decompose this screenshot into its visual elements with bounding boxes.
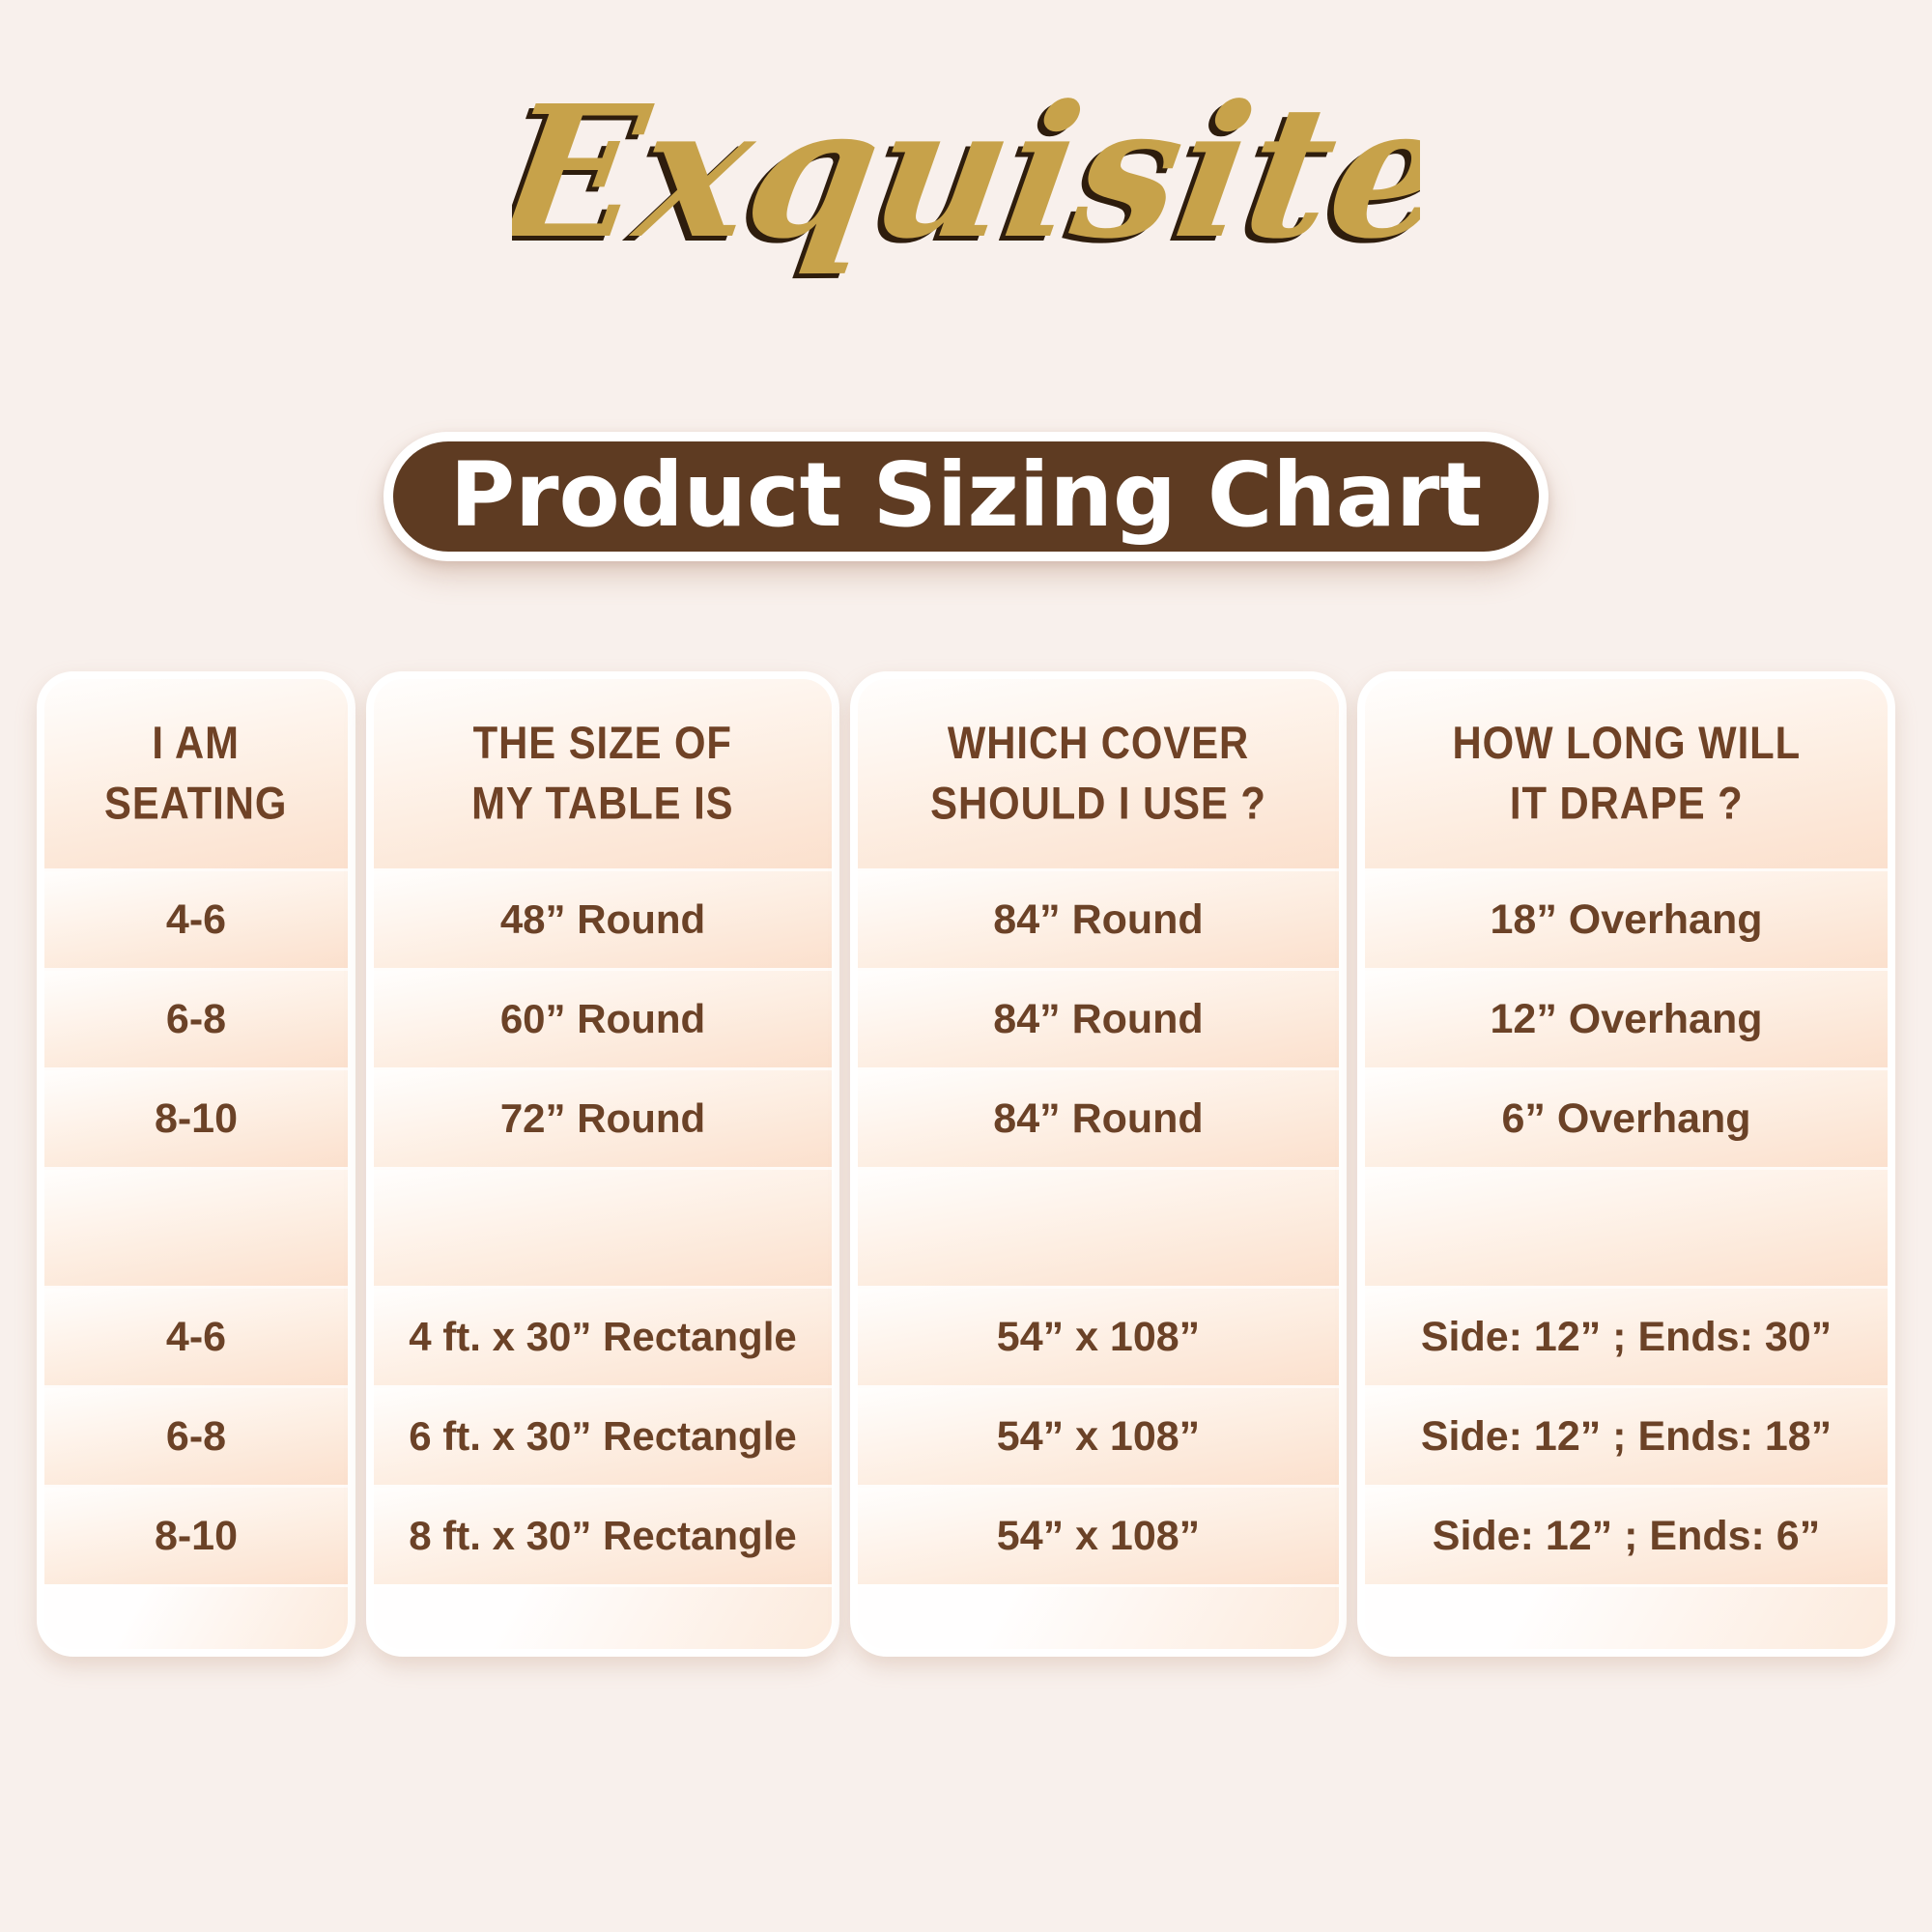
column-table-size: THE SIZE OF MY TABLE IS 48” Round 60” Ro… [366, 671, 839, 1657]
cell-label: 84” Round [993, 995, 1204, 1042]
cell-label: 4-6 [165, 1313, 227, 1360]
cell-cover-row5: 54” x 108” [858, 1385, 1339, 1485]
cell-drape-row4: Side: 12” ; Ends: 30” [1365, 1286, 1888, 1385]
cell-label: 54” x 108” [996, 1313, 1201, 1360]
cell-label: 12” Overhang [1490, 995, 1763, 1042]
column-header-drape: HOW LONG WILL IT DRAPE ? [1365, 679, 1888, 868]
cell-label: 54” x 108” [996, 1412, 1201, 1460]
column-header-cover: WHICH COVER SHOULD I USE ? [858, 679, 1339, 868]
cell-table-size-footer [374, 1584, 832, 1649]
cell-label: 6 ft. x 30” Rectangle [409, 1413, 797, 1459]
cell-table-size-row5: 6 ft. x 30” Rectangle [374, 1385, 832, 1485]
cell-label: Side: 12” ; Ends: 18” [1420, 1412, 1833, 1460]
title-banner: Product Sizing Chart [384, 432, 1548, 561]
cell-seating-row5: 6-8 [44, 1385, 348, 1485]
cell-label: Side: 12” ; Ends: 30” [1420, 1313, 1833, 1360]
column-header-label: WHICH COVER SHOULD I USE ? [930, 717, 1266, 830]
cell-label: Side: 12” ; Ends: 6” [1432, 1512, 1821, 1559]
cell-cover-row3: 84” Round [858, 1067, 1339, 1167]
brand-logo: Exquisite Exquisite [512, 46, 1420, 327]
cell-table-size-row4: 4 ft. x 30” Rectangle [374, 1286, 832, 1385]
cell-cover-row4: 54” x 108” [858, 1286, 1339, 1385]
cell-cover-row1: 84” Round [858, 868, 1339, 968]
cell-drape-spacer [1365, 1167, 1888, 1286]
cell-label: 72” Round [499, 1095, 706, 1141]
column-header-table-size: THE SIZE OF MY TABLE IS [374, 679, 832, 868]
cell-seating-spacer [44, 1167, 348, 1286]
cell-label: 54” x 108” [996, 1512, 1201, 1559]
cell-cover-row2: 84” Round [858, 968, 1339, 1067]
cell-table-size-row6: 8 ft. x 30” Rectangle [374, 1485, 832, 1584]
cell-label: 84” Round [993, 895, 1204, 943]
cell-cover-row6: 54” x 108” [858, 1485, 1339, 1584]
cell-label: 18” Overhang [1490, 895, 1763, 943]
cell-label: 84” Round [993, 1094, 1204, 1142]
cell-label: 6” Overhang [1501, 1094, 1751, 1142]
cell-seating-row6: 8-10 [44, 1485, 348, 1584]
column-header-label: I AM SEATING [104, 717, 288, 830]
brand-logo-text-shadow: Exquisite [512, 70, 1420, 284]
cell-drape-row3: 6” Overhang [1365, 1067, 1888, 1167]
page-title: Product Sizing Chart [449, 442, 1483, 547]
cell-table-size-spacer [374, 1167, 832, 1286]
cell-label: 6-8 [165, 995, 227, 1042]
cell-table-size-row1: 48” Round [374, 868, 832, 968]
cell-cover-footer [858, 1584, 1339, 1649]
cell-seating-row3: 8-10 [44, 1067, 348, 1167]
column-header-seating: I AM SEATING [44, 679, 348, 868]
cell-label: 8-10 [154, 1512, 239, 1559]
column-cover: WHICH COVER SHOULD I USE ? 84” Round 84”… [850, 671, 1347, 1657]
column-header-label: HOW LONG WILL IT DRAPE ? [1452, 717, 1801, 830]
cell-drape-row6: Side: 12” ; Ends: 6” [1365, 1485, 1888, 1584]
cell-drape-footer [1365, 1584, 1888, 1649]
cell-drape-row2: 12” Overhang [1365, 968, 1888, 1067]
cell-label: 4 ft. x 30” Rectangle [409, 1314, 797, 1359]
cell-seating-row1: 4-6 [44, 868, 348, 968]
sizing-table: I AM SEATING 4-6 6-8 8-10 4-6 6-8 8-10 T… [37, 671, 1895, 1657]
cell-drape-row5: Side: 12” ; Ends: 18” [1365, 1385, 1888, 1485]
cell-label: 4-6 [165, 895, 227, 943]
column-header-label: THE SIZE OF MY TABLE IS [471, 717, 734, 830]
cell-seating-footer [44, 1584, 348, 1649]
cell-drape-row1: 18” Overhang [1365, 868, 1888, 968]
cell-label: 48” Round [499, 896, 706, 942]
cell-cover-spacer [858, 1167, 1339, 1286]
cell-label: 8 ft. x 30” Rectangle [409, 1513, 797, 1558]
cell-table-size-row2: 60” Round [374, 968, 832, 1067]
cell-label: 8-10 [154, 1094, 239, 1142]
brand-logo-text: Exquisite [512, 65, 1420, 279]
column-seating: I AM SEATING 4-6 6-8 8-10 4-6 6-8 8-10 [37, 671, 355, 1657]
cell-table-size-row3: 72” Round [374, 1067, 832, 1167]
cell-seating-row4: 4-6 [44, 1286, 348, 1385]
column-drape: HOW LONG WILL IT DRAPE ? 18” Overhang 12… [1357, 671, 1895, 1657]
brand-logo-graphic: Exquisite Exquisite [512, 65, 1420, 284]
cell-label: 6-8 [165, 1412, 227, 1460]
cell-seating-row2: 6-8 [44, 968, 348, 1067]
cell-label: 60” Round [499, 996, 706, 1041]
